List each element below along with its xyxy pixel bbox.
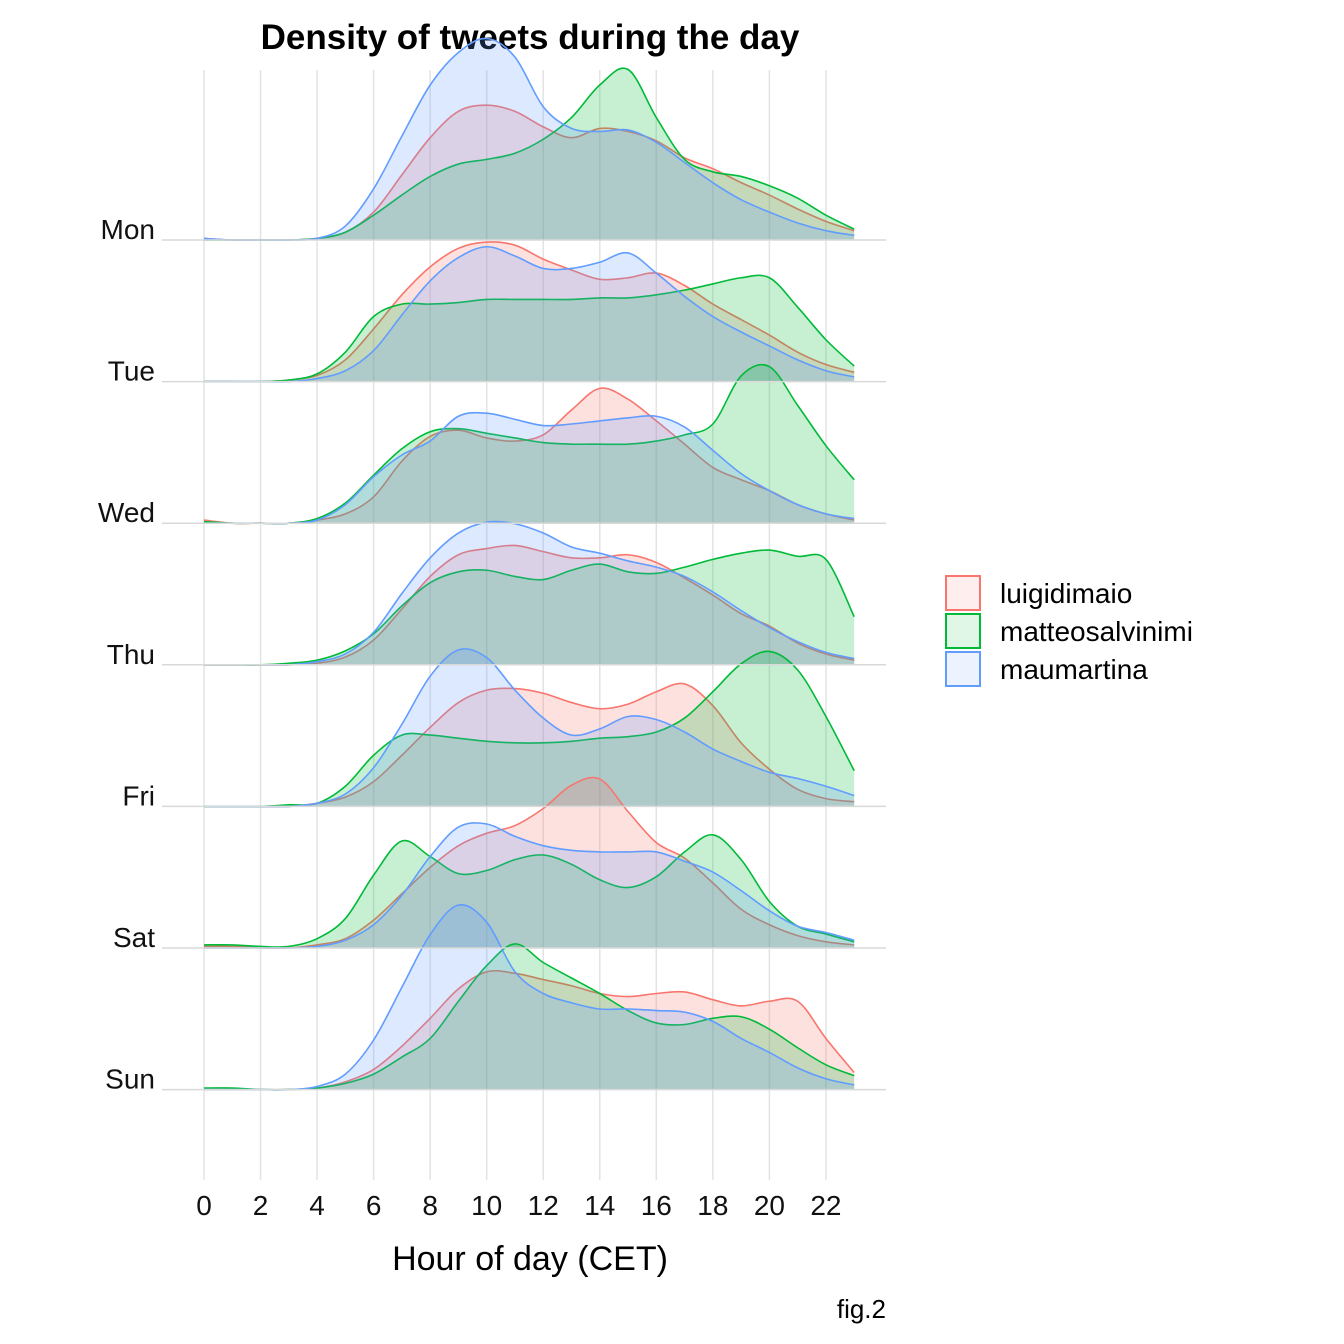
- y-label-wed: Wed: [98, 497, 155, 528]
- density-area-maumartina-tue: [204, 246, 855, 382]
- density-line-matteosalvinimi-sat: [203, 834, 855, 948]
- legend-key-matteosalvinimi: [945, 613, 981, 649]
- density-area-matteosalvinimi-mon: [204, 68, 855, 241]
- x-tick-4: 4: [309, 1190, 325, 1221]
- y-label-sat: Sat: [113, 922, 155, 953]
- y-label-tue: Tue: [108, 356, 155, 387]
- y-label-fri: Fri: [122, 780, 155, 811]
- ridge-sat: [203, 776, 855, 950]
- legend-label-maumartina: maumartina: [1000, 654, 1148, 685]
- x-tick-18: 18: [697, 1190, 728, 1221]
- x-axis-title: Hour of day (CET): [392, 1240, 668, 1278]
- density-area-maumartina-fri: [204, 648, 855, 807]
- density-line-matteosalvinimi-sun: [203, 943, 855, 1091]
- x-tick-16: 16: [641, 1190, 672, 1221]
- density-area-maumartina-sun: [204, 904, 855, 1090]
- x-tick-2: 2: [253, 1190, 269, 1221]
- density-line-luigidimaio-thu: [203, 544, 855, 666]
- y-label-mon: Mon: [101, 214, 155, 245]
- x-tick-12: 12: [528, 1190, 559, 1221]
- x-tick-8: 8: [422, 1190, 438, 1221]
- density-line-matteosalvinimi-wed: [203, 363, 855, 525]
- density-area-maumartina-sat: [204, 822, 855, 949]
- legend-key-maumartina: [945, 651, 981, 687]
- x-tick-14: 14: [584, 1190, 615, 1221]
- x-tick-22: 22: [810, 1190, 841, 1221]
- legend-label-matteosalvinimi: matteosalvinimi: [1000, 616, 1193, 647]
- ridge-thu: [203, 520, 855, 666]
- density-area-maumartina-thu: [204, 521, 855, 666]
- density-area-maumartina-wed: [204, 412, 855, 524]
- density-line-maumartina-wed: [204, 411, 855, 525]
- legend-label-luigidimaio: luigidimaio: [1000, 578, 1132, 609]
- density-line-luigidimaio-sat: [203, 776, 855, 950]
- ridge-mon: [203, 37, 855, 241]
- density-area-luigidimaio-thu: [204, 545, 855, 665]
- grid-lines: [203, 70, 827, 1180]
- density-line-matteosalvinimi-tue: [204, 274, 855, 383]
- density-area-luigidimaio-mon: [204, 105, 855, 241]
- density-area-luigidimaio-wed: [204, 388, 855, 524]
- legend-key-luigidimaio: [945, 575, 981, 611]
- density-ridges: [203, 37, 855, 1091]
- density-area-matteosalvinimi-thu: [204, 550, 855, 665]
- chart-title: Density of tweets during the day: [261, 18, 800, 57]
- density-line-matteosalvinimi-thu: [203, 549, 855, 666]
- x-tick-20: 20: [754, 1190, 785, 1221]
- legend: luigidimaio matteosalvinimi maumartina: [945, 575, 1193, 687]
- ridge-fri: [203, 648, 855, 808]
- ridge-sun: [203, 904, 855, 1091]
- density-line-maumartina-tue: [204, 245, 855, 383]
- density-area-matteosalvinimi-fri: [204, 651, 855, 807]
- density-line-maumartina-fri: [203, 648, 855, 808]
- density-area-maumartina-mon: [204, 38, 855, 241]
- density-area-luigidimaio-sat: [204, 777, 855, 949]
- ridge-wed: [203, 363, 855, 525]
- density-line-luigidimaio-tue: [204, 241, 855, 383]
- x-tick-10: 10: [471, 1190, 502, 1221]
- x-tick-6: 6: [366, 1190, 382, 1221]
- x-tick-0: 0: [196, 1190, 212, 1221]
- x-tick-labels: 0 2 4 6 8 10 12 14 16 18 20 22: [196, 1190, 841, 1221]
- weekday-labels: Mon Tue Wed Thu Fri Sat Sun: [98, 214, 155, 1095]
- density-line-maumartina-sat: [204, 822, 855, 949]
- y-label-thu: Thu: [107, 639, 155, 670]
- density-line-maumartina-sun: [203, 904, 855, 1091]
- density-line-maumartina-thu: [203, 520, 855, 666]
- y-label-sun: Sun: [105, 1064, 155, 1095]
- figure-caption: fig.2: [837, 1294, 886, 1324]
- density-area-matteosalvinimi-sun: [204, 943, 855, 1090]
- density-area-luigidimaio-sun: [204, 970, 855, 1090]
- ridge-tue: [204, 241, 855, 383]
- density-area-luigidimaio-tue: [204, 241, 855, 382]
- ridge-baselines: [162, 239, 886, 1091]
- density-line-maumartina-mon: [203, 37, 855, 241]
- density-area-luigidimaio-fri: [204, 683, 855, 807]
